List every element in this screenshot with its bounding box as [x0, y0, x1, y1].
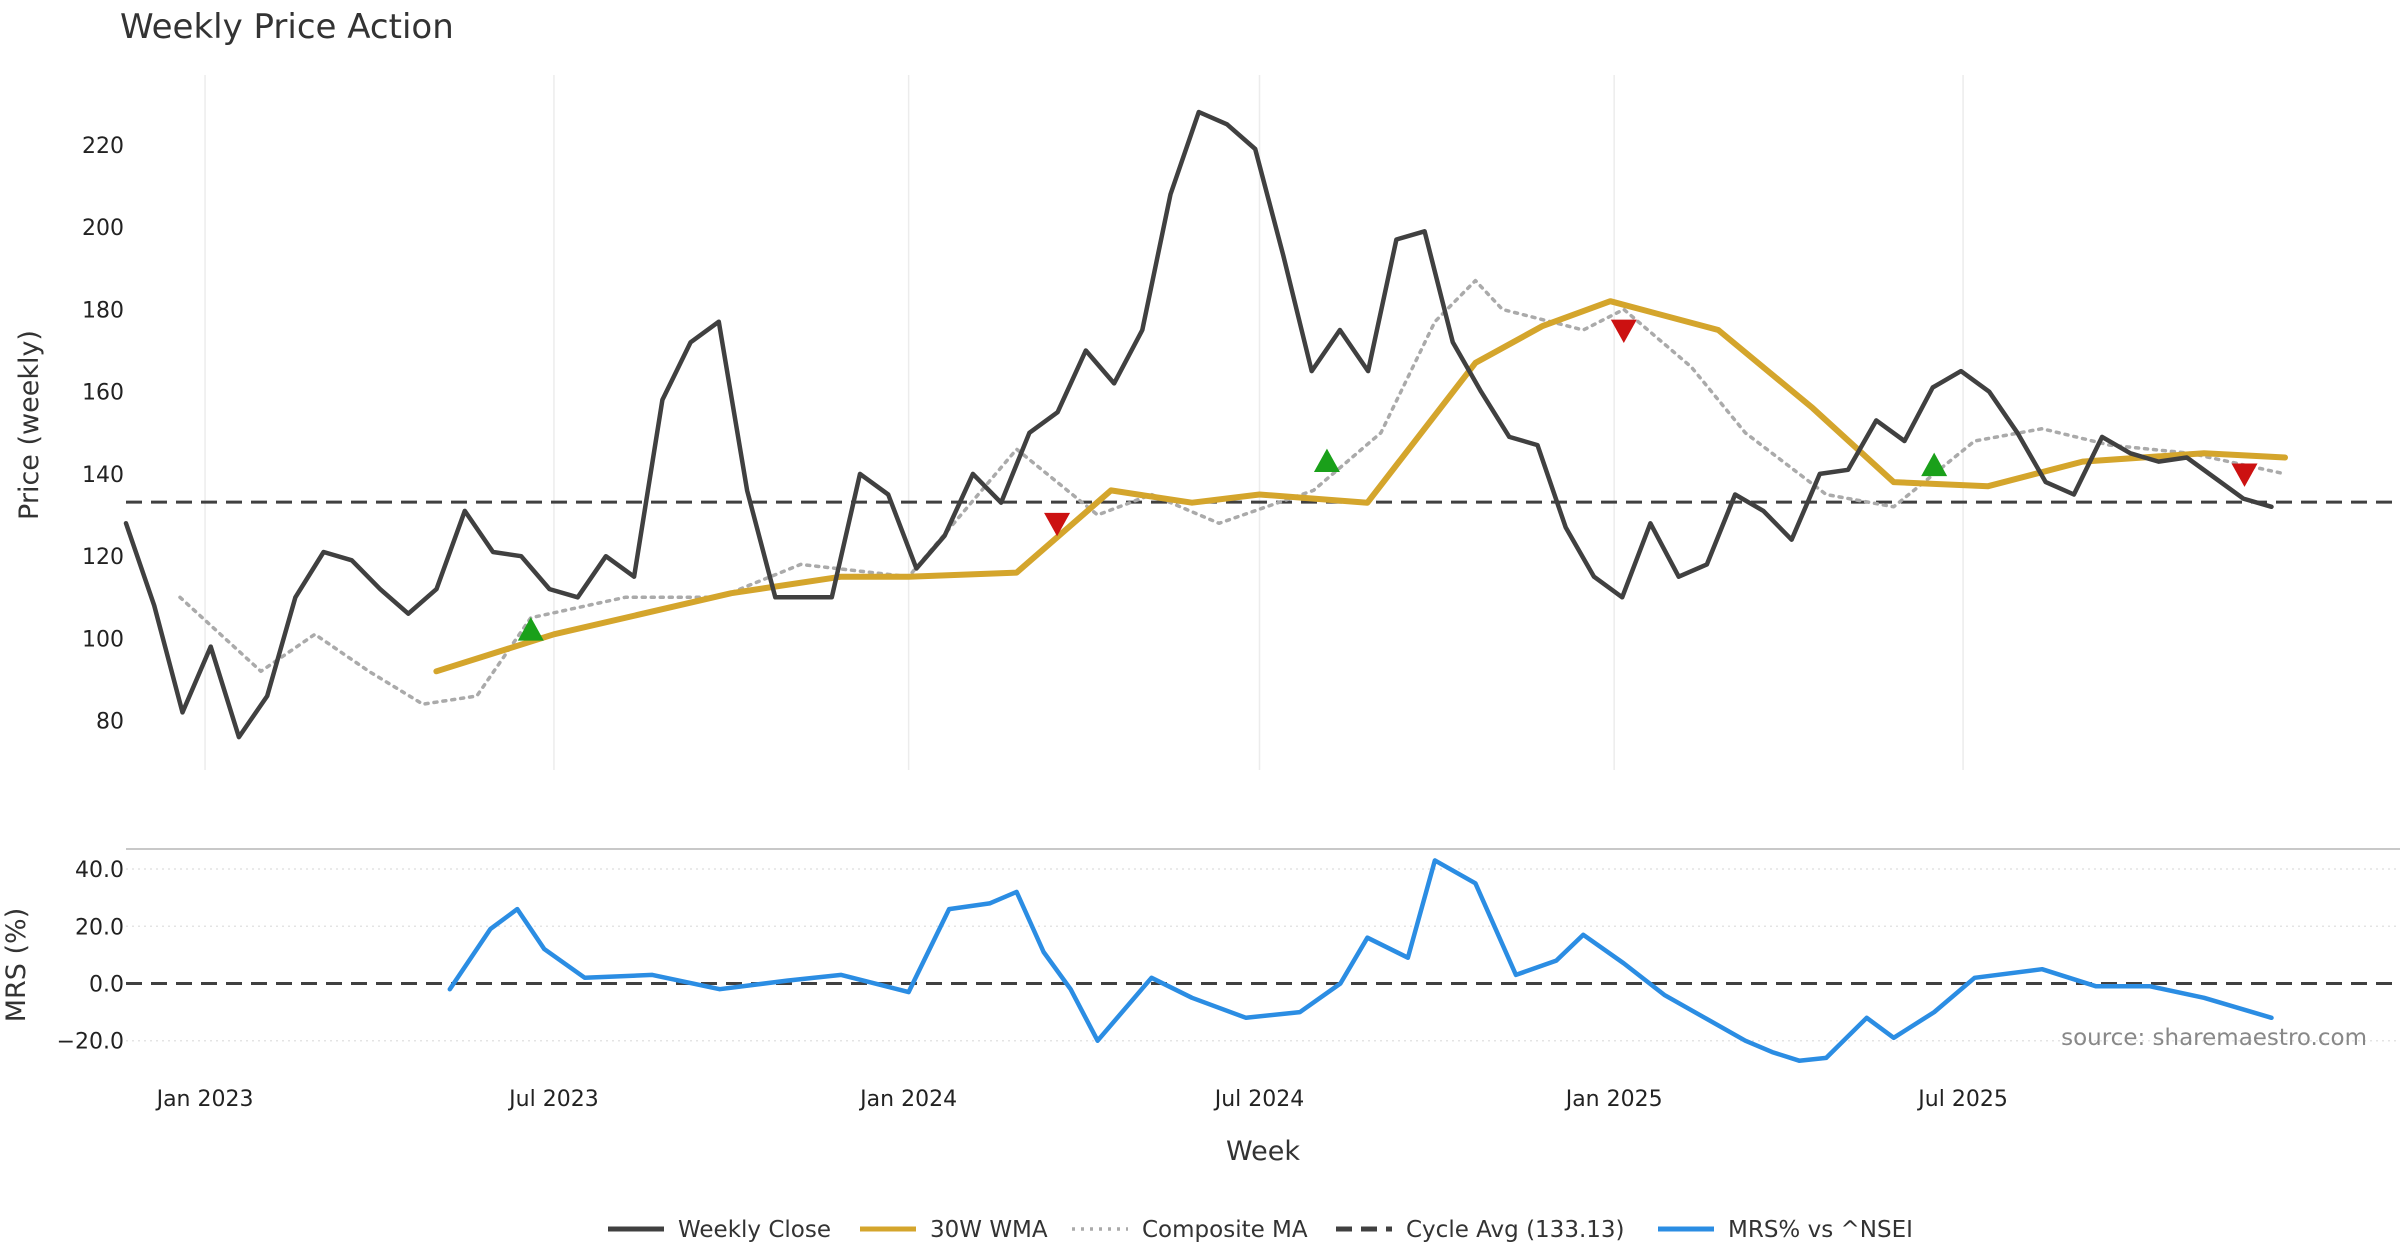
mrs-y-tick-label: 20.0: [75, 915, 124, 940]
source-annotation: source: sharemaestro.com: [2061, 1025, 2367, 1051]
price-y-tick-label: 100: [82, 627, 124, 652]
legend-label: MRS% vs ^NSEI: [1728, 1217, 1913, 1243]
price-y-axis-label: Price (weekly): [14, 330, 45, 520]
price-y-tick-label: 120: [82, 545, 124, 570]
mrs-grid: [126, 868, 2400, 1042]
legend-label: 30W WMA: [930, 1217, 1048, 1243]
buy-signal-marker: [517, 617, 544, 641]
legend-label: Composite MA: [1142, 1217, 1308, 1243]
mrs-line: [447, 858, 2274, 1063]
mrs-y-ticks: 40.0 20.0 0.0 −20.0: [57, 858, 124, 1055]
x-axis-ticks: Jan 2023 Jul 2023 Jan 2024 Jul 2024 Jan 2025…: [155, 1087, 2008, 1112]
mrs-series-lines: [126, 858, 2400, 1063]
sell-signal-marker: [1044, 512, 1071, 537]
price-grid: [204, 75, 1964, 770]
x-tick-label: Jul 2023: [507, 1087, 599, 1112]
legend-label: Weekly Close: [678, 1217, 831, 1243]
sell-signal-marker: [2231, 463, 2258, 487]
mrs-y-tick-label: 0.0: [89, 972, 124, 997]
price-y-tick-label: 220: [82, 134, 124, 159]
buy-signal-marker: [1313, 448, 1340, 472]
composite-ma-line: [178, 278, 2287, 706]
sell-signal-marker: [1610, 319, 1637, 343]
price-y-tick-label: 160: [82, 381, 124, 406]
price-y-tick-label: 180: [82, 298, 124, 323]
mrs-y-axis-label: MRS (%): [1, 908, 32, 1023]
price-series-lines: [123, 109, 2400, 740]
price-y-ticks: 80 100 120 140 160 180 200 220: [82, 134, 124, 735]
legend-label: Cycle Avg (133.13): [1406, 1217, 1625, 1243]
x-tick-label: Jul 2024: [1213, 1087, 1305, 1112]
price-y-tick-label: 80: [96, 710, 124, 735]
price-y-tick-label: 200: [82, 216, 124, 241]
x-tick-label: Jan 2023: [155, 1087, 254, 1112]
mrs-y-tick-label: −20.0: [57, 1030, 124, 1055]
weekly-close-line: [123, 109, 2274, 740]
price-y-tick-label: 140: [82, 463, 124, 488]
x-tick-label: Jan 2024: [858, 1087, 957, 1112]
x-tick-label: Jul 2025: [1916, 1087, 2008, 1112]
x-axis-label: Week: [1226, 1136, 1300, 1167]
mrs-y-tick-label: 40.0: [75, 858, 124, 883]
buy-signal-marker: [1921, 452, 1948, 477]
legend: Weekly Close 30W WMA Composite MA Cycle Avg…: [608, 1217, 1913, 1243]
wma-30w-line: [433, 298, 2288, 675]
chart-title: Weekly Price Action: [120, 7, 454, 47]
x-tick-label: Jan 2025: [1564, 1087, 1663, 1112]
signal-markers: [517, 319, 2258, 641]
